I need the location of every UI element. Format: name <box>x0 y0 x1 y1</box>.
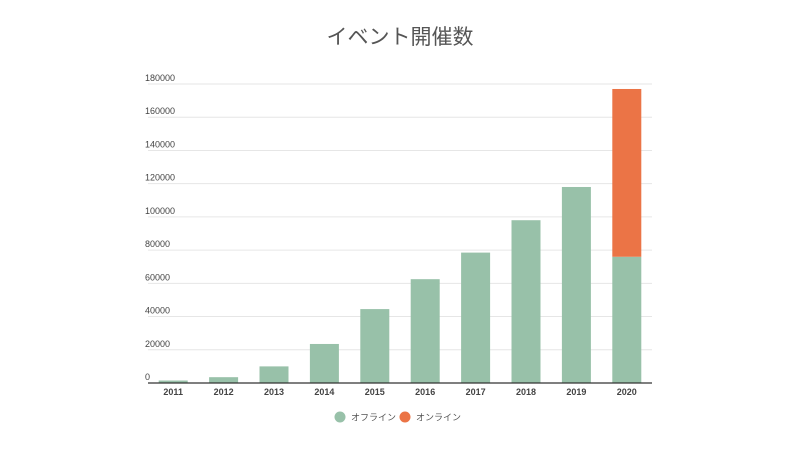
legend: オフライン オンライン <box>334 411 461 424</box>
x-tick-label: 2019 <box>566 387 586 397</box>
x-tick-label: 2018 <box>516 387 536 397</box>
bar-offline-2017 <box>461 252 491 383</box>
bar-offline-2015 <box>360 309 390 383</box>
x-tick-label: 2017 <box>466 387 486 397</box>
y-tick-label: 100000 <box>145 206 175 216</box>
gridlines <box>148 83 652 351</box>
y-axis-ticks: 0 20000 40000 60000 80000 100000 120000 140000 1… <box>145 73 175 382</box>
x-tick-label: 2011 <box>163 387 183 397</box>
legend-swatch <box>334 411 346 423</box>
x-tick-label: 2013 <box>264 387 284 397</box>
y-tick-label: 80000 <box>145 239 170 249</box>
y-tick-label: 40000 <box>145 306 170 316</box>
legend-label: オフライン <box>351 413 396 424</box>
y-tick-label: 180000 <box>145 73 175 83</box>
x-tick-label: 2012 <box>214 387 234 397</box>
y-tick-label: 60000 <box>145 272 170 282</box>
y-tick-label: 120000 <box>145 173 175 183</box>
bar-online-2020 <box>612 88 642 257</box>
bar-offline-2016 <box>410 279 440 383</box>
legend-label: オンライン <box>416 413 461 424</box>
y-tick-label: 0 <box>145 372 150 382</box>
chart-title: イベント開催数 <box>327 25 474 49</box>
x-tick-label: 2020 <box>617 387 637 397</box>
bar-offline-2014 <box>309 343 339 383</box>
x-tick-label: 2016 <box>415 387 435 397</box>
y-tick-label: 160000 <box>145 106 175 116</box>
bar-offline-2019 <box>561 186 591 383</box>
x-tick-label: 2015 <box>365 387 385 397</box>
x-tick-label: 2014 <box>314 387 334 397</box>
x-axis-ticks: 2011 2012 2013 2014 2015 2016 2017 2018 2019 2020 <box>163 387 636 397</box>
legend-swatch <box>399 411 411 423</box>
bar-offline-2012 <box>209 377 239 383</box>
bar-offline-2020 <box>612 256 642 383</box>
bar-offline-2013 <box>259 366 289 383</box>
y-tick-label: 140000 <box>145 139 175 149</box>
bars <box>158 88 642 383</box>
y-tick-label: 20000 <box>145 339 170 349</box>
bar-offline-2018 <box>511 220 541 383</box>
bar-offline-2011 <box>158 380 188 383</box>
